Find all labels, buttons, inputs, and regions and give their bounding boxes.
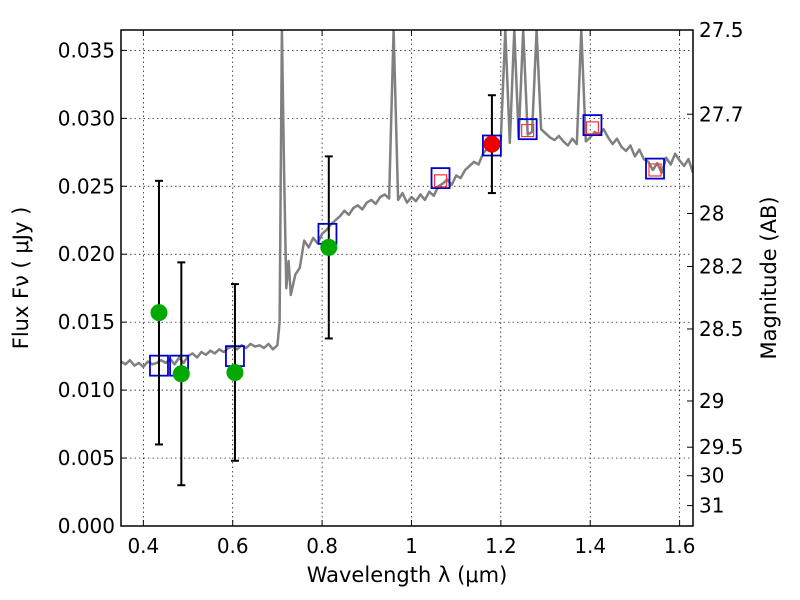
y2-tick-label: 27.5 bbox=[699, 18, 744, 42]
grid bbox=[121, 30, 693, 526]
plot-area bbox=[121, 30, 693, 487]
y2-axis-ticks: 27.5 27.7 28 28.2 28.5 29 29.5 30 31 bbox=[687, 18, 744, 518]
y2-axis-label: Magnitude (AB) bbox=[757, 196, 781, 359]
spectrum-line bbox=[121, 30, 693, 369]
y-tick-label: 0.030 bbox=[58, 106, 115, 130]
y-axis-label: Flux Fν ( μJy ) bbox=[9, 207, 33, 350]
model-photometry-square bbox=[645, 157, 665, 180]
observed-point bbox=[172, 365, 190, 383]
x-tick-label: 1.4 bbox=[574, 534, 606, 558]
y2-tick-label: 29.5 bbox=[699, 435, 744, 459]
observed-point bbox=[483, 135, 501, 153]
x-axis-ticks: 0.4 0.6 0.8 1 1.2 1.4 1.6 bbox=[127, 30, 696, 558]
x-tick-label: 1.6 bbox=[664, 534, 696, 558]
observed-point bbox=[226, 363, 244, 381]
y-axis-ticks: 0.000 0.005 0.010 0.015 0.020 0.025 0.030 0.035 bbox=[58, 38, 127, 538]
y-tick-label: 0.010 bbox=[58, 378, 115, 402]
synthetic-photometry-square bbox=[648, 163, 662, 177]
y2-tick-label: 27.7 bbox=[699, 102, 744, 126]
plot-frame bbox=[120, 29, 694, 527]
model-photometry-square bbox=[430, 167, 451, 190]
x-tick-label: 1.2 bbox=[485, 534, 517, 558]
x-tick-label: 0.8 bbox=[306, 534, 338, 558]
y-tick-label: 0.035 bbox=[58, 38, 115, 62]
y2-tick-label: 29 bbox=[699, 389, 724, 413]
model-photometry-square bbox=[582, 114, 603, 137]
y-tick-label: 0.025 bbox=[58, 174, 115, 198]
y2-tick-label: 28.5 bbox=[699, 317, 744, 341]
synthetic-photometry-square bbox=[585, 121, 600, 135]
y2-tick-label: 28 bbox=[699, 201, 724, 225]
y2-tick-label: 28.2 bbox=[699, 254, 744, 278]
x-axis-label: Wavelength λ (μm) bbox=[307, 563, 508, 587]
y2-tick-label: 31 bbox=[699, 494, 724, 518]
observed-point bbox=[150, 304, 168, 322]
y-tick-label: 0.020 bbox=[58, 242, 115, 266]
model-photometry-square bbox=[517, 118, 538, 141]
observed-point bbox=[320, 238, 338, 256]
x-tick-label: 1 bbox=[405, 534, 418, 558]
synthetic-photometry-square bbox=[433, 174, 448, 188]
y-tick-label: 0.015 bbox=[58, 310, 115, 334]
y-tick-label: 0.005 bbox=[58, 446, 115, 470]
y2-tick-label: 30 bbox=[699, 464, 724, 488]
x-tick-label: 0.6 bbox=[217, 534, 249, 558]
x-tick-label: 0.4 bbox=[127, 534, 159, 558]
synthetic-photometry-square bbox=[521, 123, 535, 138]
y-tick-label: 0.000 bbox=[58, 514, 115, 538]
